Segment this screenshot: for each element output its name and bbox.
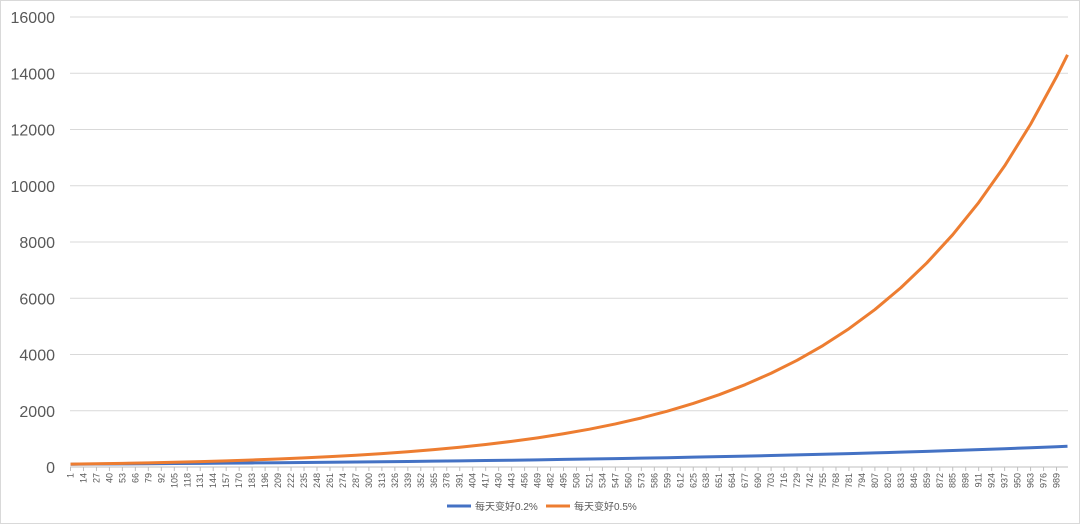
x-tick-label: 196 [260, 473, 270, 488]
x-tick-label: 79 [143, 473, 153, 483]
x-tick-label: 404 [468, 473, 478, 488]
x-tick-label: 417 [481, 473, 491, 488]
x-tick-label: 391 [455, 473, 465, 488]
y-tick-label: 12000 [11, 123, 56, 140]
x-tick-label: 885 [948, 473, 958, 488]
x-tick-label: 66 [130, 473, 140, 483]
x-tick-label: 898 [961, 473, 971, 488]
x-tick-label: 859 [922, 473, 932, 488]
x-tick-label: 872 [935, 473, 945, 488]
x-tick-label: 677 [740, 473, 750, 488]
x-tick-label: 105 [169, 473, 179, 488]
x-tick-label: 989 [1052, 473, 1062, 488]
x-tick-label: 235 [299, 473, 309, 488]
x-tick-label: 534 [597, 473, 607, 488]
x-tick-label: 248 [312, 473, 322, 488]
x-tick-label: 716 [779, 473, 789, 488]
x-tick-label: 222 [286, 473, 296, 488]
x-tick-label: 495 [559, 473, 569, 488]
x-tick-label: 131 [195, 473, 205, 488]
x-tick-label: 937 [1000, 473, 1010, 488]
x-tick-label: 261 [325, 473, 335, 488]
x-tick-label: 690 [753, 473, 763, 488]
x-tick-label: 300 [364, 473, 374, 488]
x-tick-label: 378 [442, 473, 452, 488]
x-tick-label: 794 [857, 473, 867, 488]
x-tick-label: 157 [221, 473, 231, 488]
series-line [70, 444, 1068, 466]
x-tick-label: 443 [507, 473, 517, 488]
x-tick-label: 40 [104, 473, 114, 483]
x-tick-label: 547 [610, 473, 620, 488]
x-tick-label: 313 [377, 473, 387, 488]
x-tick-label: 170 [234, 473, 244, 488]
y-tick-label: 14000 [11, 66, 56, 83]
x-tick-label: 144 [208, 473, 218, 488]
x-tick-label: 820 [883, 473, 893, 488]
x-tick-label: 14 [78, 473, 88, 483]
y-tick-label: 0 [46, 460, 55, 477]
x-tick-label: 456 [520, 473, 530, 488]
y-tick-label: 16000 [11, 10, 56, 27]
x-tick-label: 625 [688, 473, 698, 488]
y-tick-label: 10000 [11, 179, 56, 196]
x-tick-label: 807 [870, 473, 880, 488]
x-tick-label: 482 [546, 473, 556, 488]
series-line [70, 54, 1069, 466]
x-tick-label: 651 [714, 473, 724, 488]
x-tick-label: 768 [831, 473, 841, 488]
x-tick-label: 183 [247, 473, 257, 488]
x-tick-label: 664 [727, 473, 737, 488]
x-tick-label: 599 [662, 473, 672, 488]
x-tick-label: 833 [896, 473, 906, 488]
x-tick-label: 92 [156, 473, 166, 483]
x-tick-label: 638 [701, 473, 711, 488]
x-tick-label: 586 [649, 473, 659, 488]
x-tick-label: 703 [766, 473, 776, 488]
legend-label: 每天变好0.5% [574, 500, 637, 513]
x-tick-label: 950 [1013, 473, 1023, 488]
x-tick-label: 573 [636, 473, 646, 488]
x-tick-label: 924 [987, 473, 997, 488]
x-tick-label: 521 [584, 473, 594, 488]
x-tick-label: 976 [1039, 473, 1049, 488]
x-tick-label: 274 [338, 473, 348, 488]
y-tick-label: 4000 [19, 348, 55, 365]
x-tick-label: 560 [623, 473, 633, 488]
x-tick-label: 339 [403, 473, 413, 488]
x-tick-label: 1 [65, 473, 75, 478]
x-tick-label: 209 [273, 473, 283, 488]
x-tick-label: 742 [805, 473, 815, 488]
x-tick-label: 755 [818, 473, 828, 488]
x-tick-label: 508 [571, 473, 581, 488]
y-tick-label: 2000 [19, 404, 55, 421]
y-tick-label: 8000 [19, 235, 55, 252]
x-tick-label: 612 [675, 473, 685, 488]
y-tick-label: 6000 [19, 291, 55, 308]
x-tick-label: 287 [351, 473, 361, 488]
x-tick-label: 118 [182, 473, 192, 487]
x-tick-label: 430 [494, 473, 504, 488]
x-tick-label: 27 [91, 473, 101, 483]
x-tick-label: 326 [390, 473, 400, 488]
x-tick-label: 53 [117, 473, 127, 483]
x-tick-label: 911 [974, 473, 984, 487]
x-tick-label: 963 [1026, 473, 1036, 488]
x-tick-label: 729 [792, 473, 802, 488]
legend-label: 每天变好0.2% [475, 500, 538, 513]
x-tick-label: 365 [429, 473, 439, 488]
x-tick-label: 469 [533, 473, 543, 488]
x-tick-label: 846 [909, 473, 919, 488]
x-tick-label: 352 [416, 473, 426, 488]
x-tick-label: 781 [844, 473, 854, 488]
